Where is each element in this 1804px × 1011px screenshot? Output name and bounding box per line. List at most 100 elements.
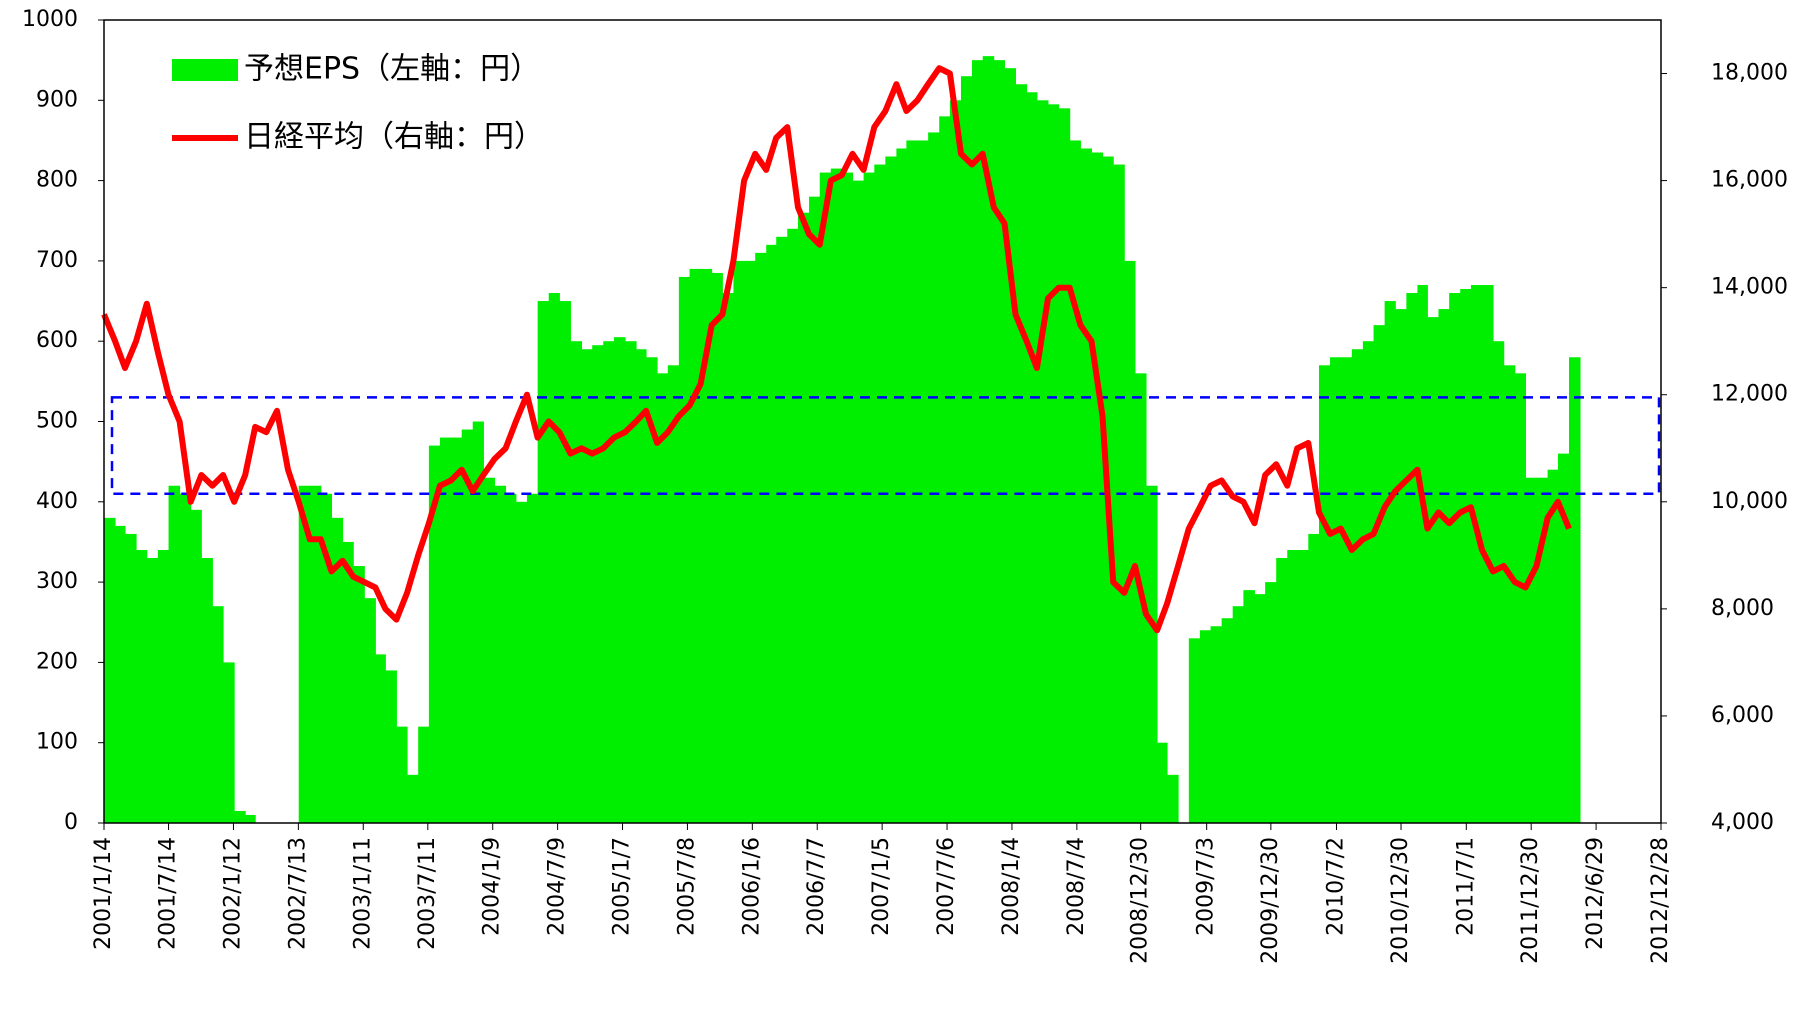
eps-bar xyxy=(636,349,647,823)
eps-bar xyxy=(863,172,875,823)
eps-bar xyxy=(766,244,777,824)
eps-bar xyxy=(309,485,322,823)
eps-bar xyxy=(1536,477,1549,823)
eps-bar xyxy=(115,525,126,823)
x-tick-label: 2010/7/2 xyxy=(1323,837,1348,936)
x-tick-label: 2011/7/1 xyxy=(1453,837,1478,936)
eps-bar xyxy=(733,260,745,823)
eps-bar xyxy=(1438,309,1450,824)
eps-bar xyxy=(1384,301,1396,823)
eps-bar xyxy=(104,517,116,823)
y-tick-label: 1000 xyxy=(22,7,78,32)
x-tick-label: 2007/7/6 xyxy=(934,837,959,936)
eps-bar xyxy=(603,341,615,823)
eps-bar xyxy=(1199,630,1212,823)
eps-bar xyxy=(515,501,528,823)
eps-bar xyxy=(212,606,224,823)
eps-bar xyxy=(689,268,702,823)
x-tick-label: 2012/6/29 xyxy=(1583,837,1608,950)
eps-bar xyxy=(830,168,843,823)
eps-bar xyxy=(917,140,929,823)
eps-bar xyxy=(396,726,408,823)
eps-bar xyxy=(1221,618,1234,823)
eps-bar xyxy=(776,236,788,823)
eps-bar xyxy=(711,272,723,823)
y2-tick-label: 12,000 xyxy=(1711,382,1788,407)
eps-bar xyxy=(787,228,799,823)
eps-bar xyxy=(809,196,821,823)
eps-bar xyxy=(136,549,148,823)
eps-bar xyxy=(570,341,583,823)
eps-bar xyxy=(1460,289,1472,823)
eps-bar xyxy=(559,301,571,823)
eps-bar xyxy=(146,558,159,823)
eps-bar xyxy=(1080,148,1092,824)
y2-tick-label: 6,000 xyxy=(1711,703,1774,728)
eps-bar xyxy=(450,437,463,823)
y-tick-label: 0 xyxy=(64,810,78,835)
eps-bar xyxy=(548,293,560,823)
eps-bar xyxy=(1406,293,1418,823)
x-tick-label: 2005/1/7 xyxy=(610,837,635,936)
eps-bar xyxy=(1362,341,1375,823)
eps-bar xyxy=(972,60,984,823)
x-tick-label: 2003/1/11 xyxy=(350,837,375,950)
eps-bar xyxy=(613,337,626,823)
eps-bar xyxy=(949,100,962,824)
eps-bar xyxy=(1417,284,1428,823)
eps-bar xyxy=(1503,365,1516,823)
eps-bar xyxy=(245,814,256,823)
eps-bar xyxy=(960,76,973,823)
eps-bar xyxy=(331,517,344,823)
nikkei-line xyxy=(101,65,1572,634)
eps-bar xyxy=(125,533,137,823)
eps-bar xyxy=(1167,774,1179,823)
eps-bar xyxy=(1547,469,1559,823)
y-tick-label: 600 xyxy=(36,328,78,353)
eps-bar xyxy=(1091,152,1104,823)
eps-bar xyxy=(201,558,213,823)
eps-bar xyxy=(537,301,550,823)
x-tick-label: 2006/1/6 xyxy=(739,837,764,936)
y2-tick-label: 8,000 xyxy=(1711,596,1774,621)
eps-bar xyxy=(1493,341,1505,823)
y-tick-label: 800 xyxy=(36,168,78,193)
eps-bar xyxy=(625,341,637,823)
x-tick-label: 2002/7/13 xyxy=(285,837,310,950)
eps-bar xyxy=(1427,317,1439,823)
eps-bar xyxy=(1557,453,1570,823)
eps-bar xyxy=(190,509,202,823)
x-tick-label: 2001/1/14 xyxy=(91,837,116,950)
eps-bar xyxy=(722,293,734,823)
eps-bar xyxy=(1047,104,1060,823)
x-tick-label: 2008/12/30 xyxy=(1128,837,1153,964)
eps-bar xyxy=(678,276,691,824)
y-tick-label: 100 xyxy=(36,730,78,755)
eps-bar xyxy=(1276,558,1288,823)
eps-bar xyxy=(1254,594,1266,823)
eps-bar xyxy=(223,662,235,823)
x-tick-label: 2004/7/9 xyxy=(545,837,570,936)
eps-bar xyxy=(1373,325,1386,823)
eps-bar xyxy=(1210,626,1223,823)
eps-bar xyxy=(407,774,419,823)
eps-bar xyxy=(1026,92,1038,823)
eps-bar xyxy=(1514,373,1526,823)
eps-bar xyxy=(819,172,832,823)
eps-bar xyxy=(755,252,767,823)
x-tick-label: 2004/1/9 xyxy=(480,837,505,936)
y2-tick-label: 4,000 xyxy=(1711,810,1774,835)
eps-bar xyxy=(581,349,593,823)
eps-bar xyxy=(1449,293,1461,823)
legend-label: 予想EPS（左軸：円） xyxy=(244,52,540,87)
x-tick-label: 2010/12/30 xyxy=(1388,837,1413,964)
eps-bar xyxy=(157,549,170,823)
eps-bar xyxy=(906,140,918,823)
eps-bar xyxy=(179,493,192,823)
eps-bar xyxy=(1287,549,1298,823)
eps-bar xyxy=(1124,260,1136,823)
eps-bar xyxy=(928,132,940,824)
eps-bar xyxy=(1395,309,1407,824)
eps-bar xyxy=(896,148,907,824)
